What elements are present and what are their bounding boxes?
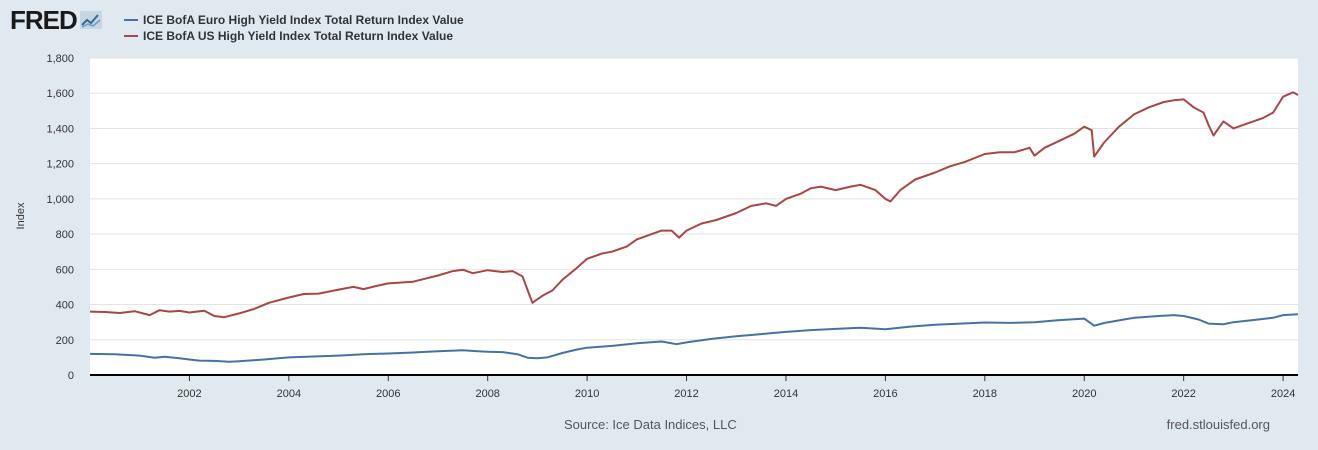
grid-lines bbox=[90, 57, 1298, 341]
legend-label-euro: ICE BofA Euro High Yield Index Total Ret… bbox=[143, 13, 464, 27]
series-lines bbox=[89, 91, 1299, 363]
source-note: Source: Ice Data Indices, LLC bbox=[564, 417, 737, 432]
series-line-euro-high-yield[interactable] bbox=[89, 313, 1299, 363]
y-axis-ticks: 0 200 400 600 800 1,000 1,200 1,400 1,600 1,800 bbox=[46, 53, 74, 382]
y-tick-label: 0 bbox=[68, 370, 74, 382]
y-axis-label: Index bbox=[15, 202, 27, 229]
legend: ICE BofA Euro High Yield Index Total Ret… bbox=[124, 12, 464, 44]
y-tick-label: 1,600 bbox=[46, 88, 74, 100]
x-tick-label: 2020 bbox=[1072, 388, 1096, 400]
x-axis-ticks: 2002 2004 2006 2008 2010 2012 2014 2016 2018 2020… bbox=[177, 375, 1295, 400]
y-tick-label: 600 bbox=[56, 264, 74, 276]
legend-item-euro[interactable]: ICE BofA Euro High Yield Index Total Ret… bbox=[124, 12, 464, 28]
x-tick-label: 2012 bbox=[674, 388, 698, 400]
x-tick-label: 2006 bbox=[376, 388, 400, 400]
legend-label-us: ICE BofA US High Yield Index Total Retur… bbox=[143, 29, 454, 43]
x-tick-label: 2014 bbox=[774, 388, 798, 400]
x-tick-label: 2010 bbox=[575, 388, 599, 400]
x-tick-label: 2022 bbox=[1171, 388, 1195, 400]
y-tick-label: 800 bbox=[56, 229, 74, 241]
legend-item-us[interactable]: ICE BofA US High Yield Index Total Retur… bbox=[124, 28, 464, 44]
x-tick-label: 2008 bbox=[475, 388, 499, 400]
fred-logo[interactable]: FRED bbox=[10, 5, 102, 35]
y-tick-label: 1,000 bbox=[46, 194, 74, 206]
site-link[interactable]: fred.stlouisfed.org bbox=[1166, 417, 1270, 432]
y-tick-label: 1,200 bbox=[46, 159, 74, 171]
y-tick-label: 200 bbox=[56, 335, 74, 347]
plot-area bbox=[90, 58, 1298, 375]
logo-text: FRED bbox=[10, 5, 78, 35]
x-tick-label: 2024 bbox=[1271, 388, 1295, 400]
chart-trend-icon bbox=[79, 11, 102, 29]
x-tick-label: 2002 bbox=[177, 388, 201, 400]
x-tick-label: 2016 bbox=[873, 388, 897, 400]
y-tick-label: 1,400 bbox=[46, 123, 74, 135]
legend-swatch-euro bbox=[124, 19, 138, 21]
legend-swatch-us bbox=[124, 35, 138, 37]
x-tick-label: 2018 bbox=[973, 388, 997, 400]
y-tick-label: 400 bbox=[56, 300, 74, 312]
y-tick-label: 1,800 bbox=[46, 53, 74, 65]
series-line-us-high-yield[interactable] bbox=[89, 91, 1299, 319]
x-tick-label: 2004 bbox=[277, 388, 301, 400]
